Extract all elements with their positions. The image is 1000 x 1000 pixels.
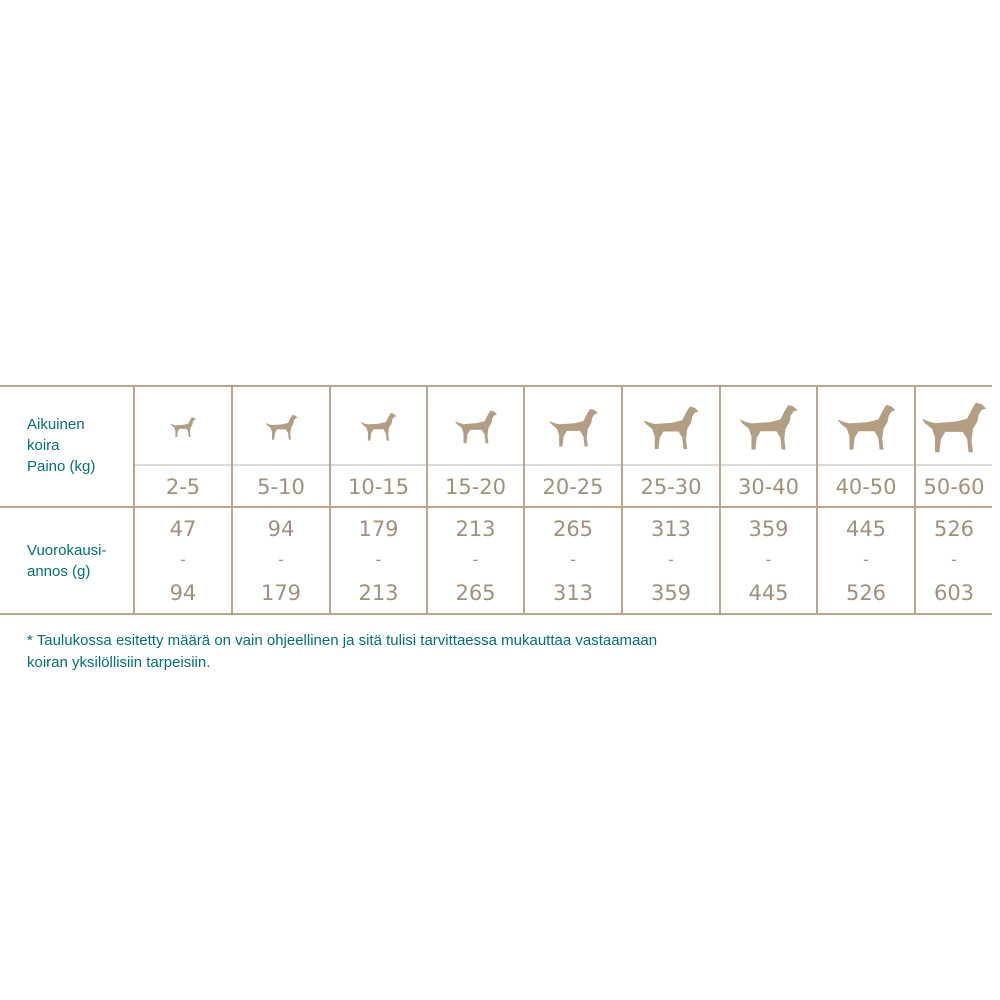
weight-range: 15-20 (444, 475, 507, 499)
column-divider (914, 387, 916, 613)
dachshund-icon (233, 393, 329, 459)
column-divider (426, 387, 428, 613)
column-divider (719, 387, 721, 613)
footnote-line: koiran yksilöllisiin tarpeisiin. (27, 654, 211, 671)
weight-column: 50-60 526 - 603 (916, 387, 992, 613)
weight-column: 40-50 445 - 526 (818, 387, 914, 613)
row-divider (0, 506, 992, 508)
bull-terrier-icon (428, 393, 523, 459)
portion-min: 526 (933, 517, 975, 541)
label-line: koira (27, 437, 60, 454)
portion-min: 47 (169, 517, 197, 541)
column-divider (231, 387, 233, 613)
portion-separator: - (570, 550, 576, 569)
label-line: Aikuinen (27, 416, 85, 433)
portion-min: 265 (552, 517, 594, 541)
label-line: Vuorokausi- (27, 542, 107, 559)
footnote-line: * Taulukossa esitetty määrä on vain ohje… (27, 632, 658, 649)
portion-separator: - (472, 550, 479, 569)
weight-range: 40-50 (835, 475, 897, 499)
weight-range: 30-40 (737, 475, 800, 499)
portion-separator: - (863, 550, 869, 569)
portion-min: 94 (267, 517, 295, 541)
weight-column: 25-30 313 - 359 (623, 387, 719, 613)
portion-separator: - (180, 550, 186, 569)
column-divider (816, 387, 818, 613)
portion-separator: - (951, 550, 957, 569)
portion-max: 179 (260, 581, 302, 605)
weight-range: 50-60 (923, 475, 985, 499)
weight-column: 15-20 213 - 265 (428, 387, 523, 613)
airedale-icon (721, 393, 816, 459)
portion-max: 265 (455, 581, 496, 605)
label-line: Paino (kg) (27, 458, 96, 475)
portion-max: 313 (552, 581, 594, 605)
pointer-icon (818, 393, 914, 459)
shepherd-icon (623, 393, 719, 459)
footnote: * Taulukossa esitetty määrä on vain ohje… (27, 630, 657, 674)
feeding-table: Aikuinen koira Paino (kg) Vuorokausi- an… (0, 385, 992, 615)
portion-max: 526 (845, 581, 887, 605)
portion-row-label: Vuorokausi- annos (g) (27, 540, 106, 582)
portion-separator: - (278, 550, 284, 569)
portion-separator: - (668, 550, 674, 569)
weight-range: 5-10 (257, 475, 305, 499)
weight-column: 2-5 47 - 94 (135, 387, 231, 613)
weight-row-label: Aikuinen koira Paino (kg) (27, 414, 95, 477)
weight-column: 30-40 359 - 445 (721, 387, 816, 613)
subrow-divider (134, 464, 992, 466)
portion-max: 359 (650, 581, 692, 605)
great-dane-icon (916, 393, 992, 459)
weight-range: 10-15 (347, 475, 410, 499)
portion-min: 445 (845, 517, 887, 541)
chihuahua-icon (135, 393, 231, 459)
weight-column: 10-15 179 - 213 (331, 387, 426, 613)
portion-max: 603 (933, 581, 975, 605)
weight-column: 20-25 265 - 313 (525, 387, 621, 613)
portion-separator: - (765, 550, 772, 569)
column-divider (329, 387, 331, 613)
portion-max: 445 (748, 581, 789, 605)
terrier-icon (331, 393, 426, 459)
portion-max: 213 (358, 581, 399, 605)
weight-range: 2-5 (165, 475, 201, 499)
column-divider (523, 387, 525, 613)
column-divider (133, 387, 135, 613)
weight-column: 5-10 94 - 179 (233, 387, 329, 613)
label-line: annos (g) (27, 563, 91, 580)
column-divider (621, 387, 623, 613)
weight-range: 20-25 (542, 475, 604, 499)
portion-min: 213 (455, 517, 496, 541)
portion-min: 313 (650, 517, 692, 541)
pinscher-icon (525, 393, 621, 459)
portion-min: 359 (748, 517, 789, 541)
portion-separator: - (375, 550, 382, 569)
portion-min: 179 (358, 517, 399, 541)
portion-max: 94 (169, 581, 197, 605)
weight-range: 25-30 (640, 475, 702, 499)
